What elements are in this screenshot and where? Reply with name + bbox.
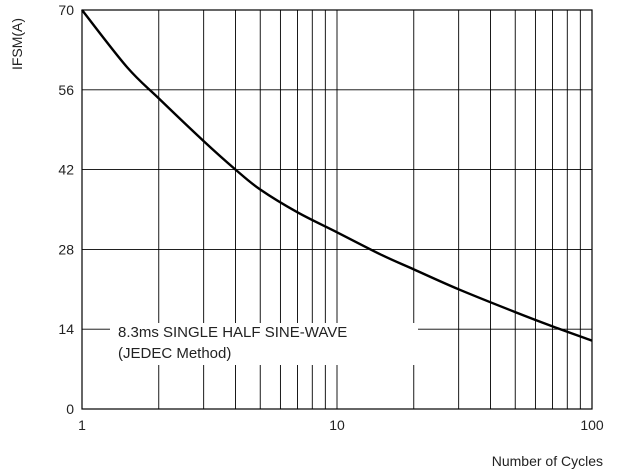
annotation-line-2: (JEDEC Method): [118, 345, 231, 362]
y-tick-label: 70: [58, 2, 74, 18]
y-tick-labels: 0 14 28 42 56 70: [58, 2, 74, 417]
y-tick-label: 14: [58, 321, 74, 337]
x-tick-labels: 1 10 100: [78, 417, 604, 433]
annotation-line-1: 8.3ms SINGLE HALF SINE-WAVE: [118, 324, 347, 341]
y-tick-label: 56: [58, 82, 74, 98]
x-tick-label: 1: [78, 417, 86, 433]
x-axis-label: Number of Cycles: [492, 453, 603, 469]
x-tick-label: 10: [329, 417, 345, 433]
y-tick-label: 42: [58, 162, 74, 178]
series-line: [81, 9, 593, 342]
annotation-background: [110, 323, 418, 365]
y-axis-label: IFSM(A): [9, 18, 25, 70]
x-tick-label: 100: [580, 417, 604, 433]
y-tick-label: 28: [58, 241, 74, 257]
y-tick-label: 0: [66, 401, 74, 417]
plot-frame: [81, 9, 593, 410]
